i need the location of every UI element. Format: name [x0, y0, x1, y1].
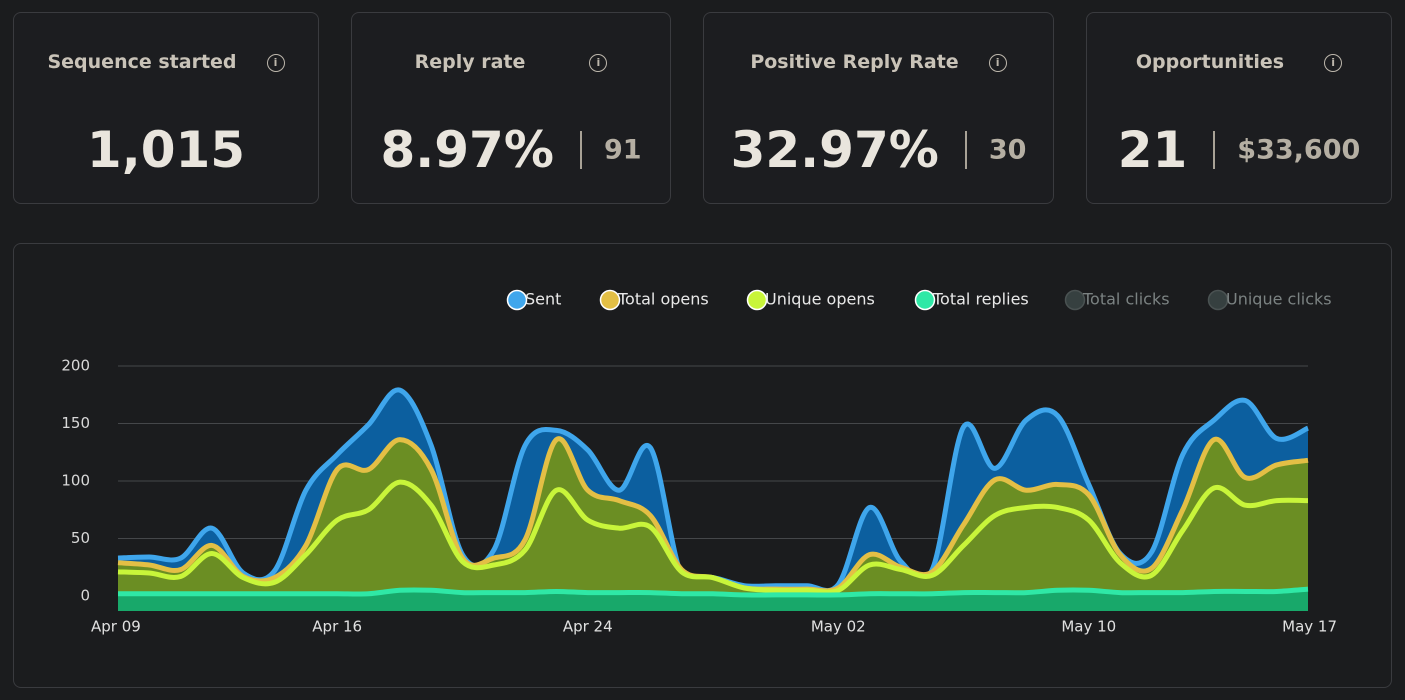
card-value: 21 $33,600 — [1087, 121, 1391, 179]
series-area — [118, 482, 1308, 611]
card-value: 8.97% 91 — [352, 121, 670, 179]
legend-swatch[interactable] — [914, 289, 936, 311]
divider — [1213, 131, 1216, 169]
info-icon[interactable]: i — [589, 54, 608, 72]
divider — [579, 131, 582, 169]
series-line — [118, 586, 1309, 598]
y-tick-label: 150 — [61, 414, 90, 432]
x-tick-label: May 10 — [1061, 618, 1116, 636]
card-title-text: Reply rate — [414, 51, 526, 73]
card-title-text: Opportunities — [1135, 51, 1285, 73]
kpi-card: Positive Reply Rate i 32.97% 30 — [703, 12, 1054, 204]
legend-label[interactable]: Total replies — [932, 290, 1029, 309]
card-title: Reply rate i — [352, 51, 670, 73]
x-tick-label: Apr 24 — [563, 618, 613, 636]
legend-swatch[interactable] — [746, 289, 768, 311]
card-title-text: Positive Reply Rate — [750, 51, 959, 73]
chart-panel — [13, 243, 1392, 688]
kpi-card: Sequence started i 1,015 — [13, 12, 319, 204]
card-title-text: Sequence started — [47, 51, 237, 73]
card-main-value: 32.97% — [730, 121, 939, 179]
card-main-value: 1,015 — [86, 121, 246, 179]
card-secondary-value: 91 — [603, 134, 642, 166]
card-title: Positive Reply Rate i — [704, 51, 1053, 73]
legend-swatch[interactable] — [506, 289, 528, 311]
card-secondary-value: $33,600 — [1237, 134, 1361, 166]
card-title: Opportunities i — [1087, 51, 1391, 73]
x-tick-label: Apr 09 — [91, 618, 141, 636]
legend-swatch[interactable] — [1207, 289, 1229, 311]
y-tick-label: 50 — [71, 529, 90, 547]
legend-label[interactable]: Unique opens — [765, 290, 875, 309]
card-main-value: 8.97% — [380, 121, 554, 179]
info-icon[interactable]: i — [266, 54, 285, 72]
kpi-card: Opportunities i 21 $33,600 — [1086, 12, 1392, 204]
legend-label[interactable]: Total clicks — [1082, 290, 1170, 309]
card-title: Sequence started i — [14, 51, 318, 73]
y-tick-label: 0 — [80, 587, 90, 605]
card-secondary-value: 30 — [988, 134, 1027, 166]
y-tick-label: 100 — [61, 472, 90, 490]
y-tick-label: 200 — [61, 357, 90, 375]
x-tick-label: Apr 16 — [312, 618, 362, 636]
legend-swatch[interactable] — [1064, 289, 1086, 311]
x-tick-label: May 02 — [811, 618, 866, 636]
legend-label[interactable]: Unique clicks — [1226, 290, 1332, 309]
card-value: 1,015 — [14, 121, 318, 179]
legend-label[interactable]: Total opens — [617, 290, 709, 309]
legend-swatch[interactable] — [599, 289, 621, 311]
legend-label[interactable]: Sent — [525, 290, 561, 309]
x-tick-label: May 17 — [1282, 618, 1337, 636]
series-line — [117, 479, 1309, 595]
card-main-value: 21 — [1117, 121, 1188, 179]
info-icon[interactable]: i — [988, 54, 1007, 72]
kpi-card: Reply rate i 8.97% 91 — [351, 12, 671, 204]
info-icon[interactable]: i — [1324, 54, 1343, 72]
divider — [964, 131, 967, 169]
card-value: 32.97% 30 — [704, 121, 1053, 179]
